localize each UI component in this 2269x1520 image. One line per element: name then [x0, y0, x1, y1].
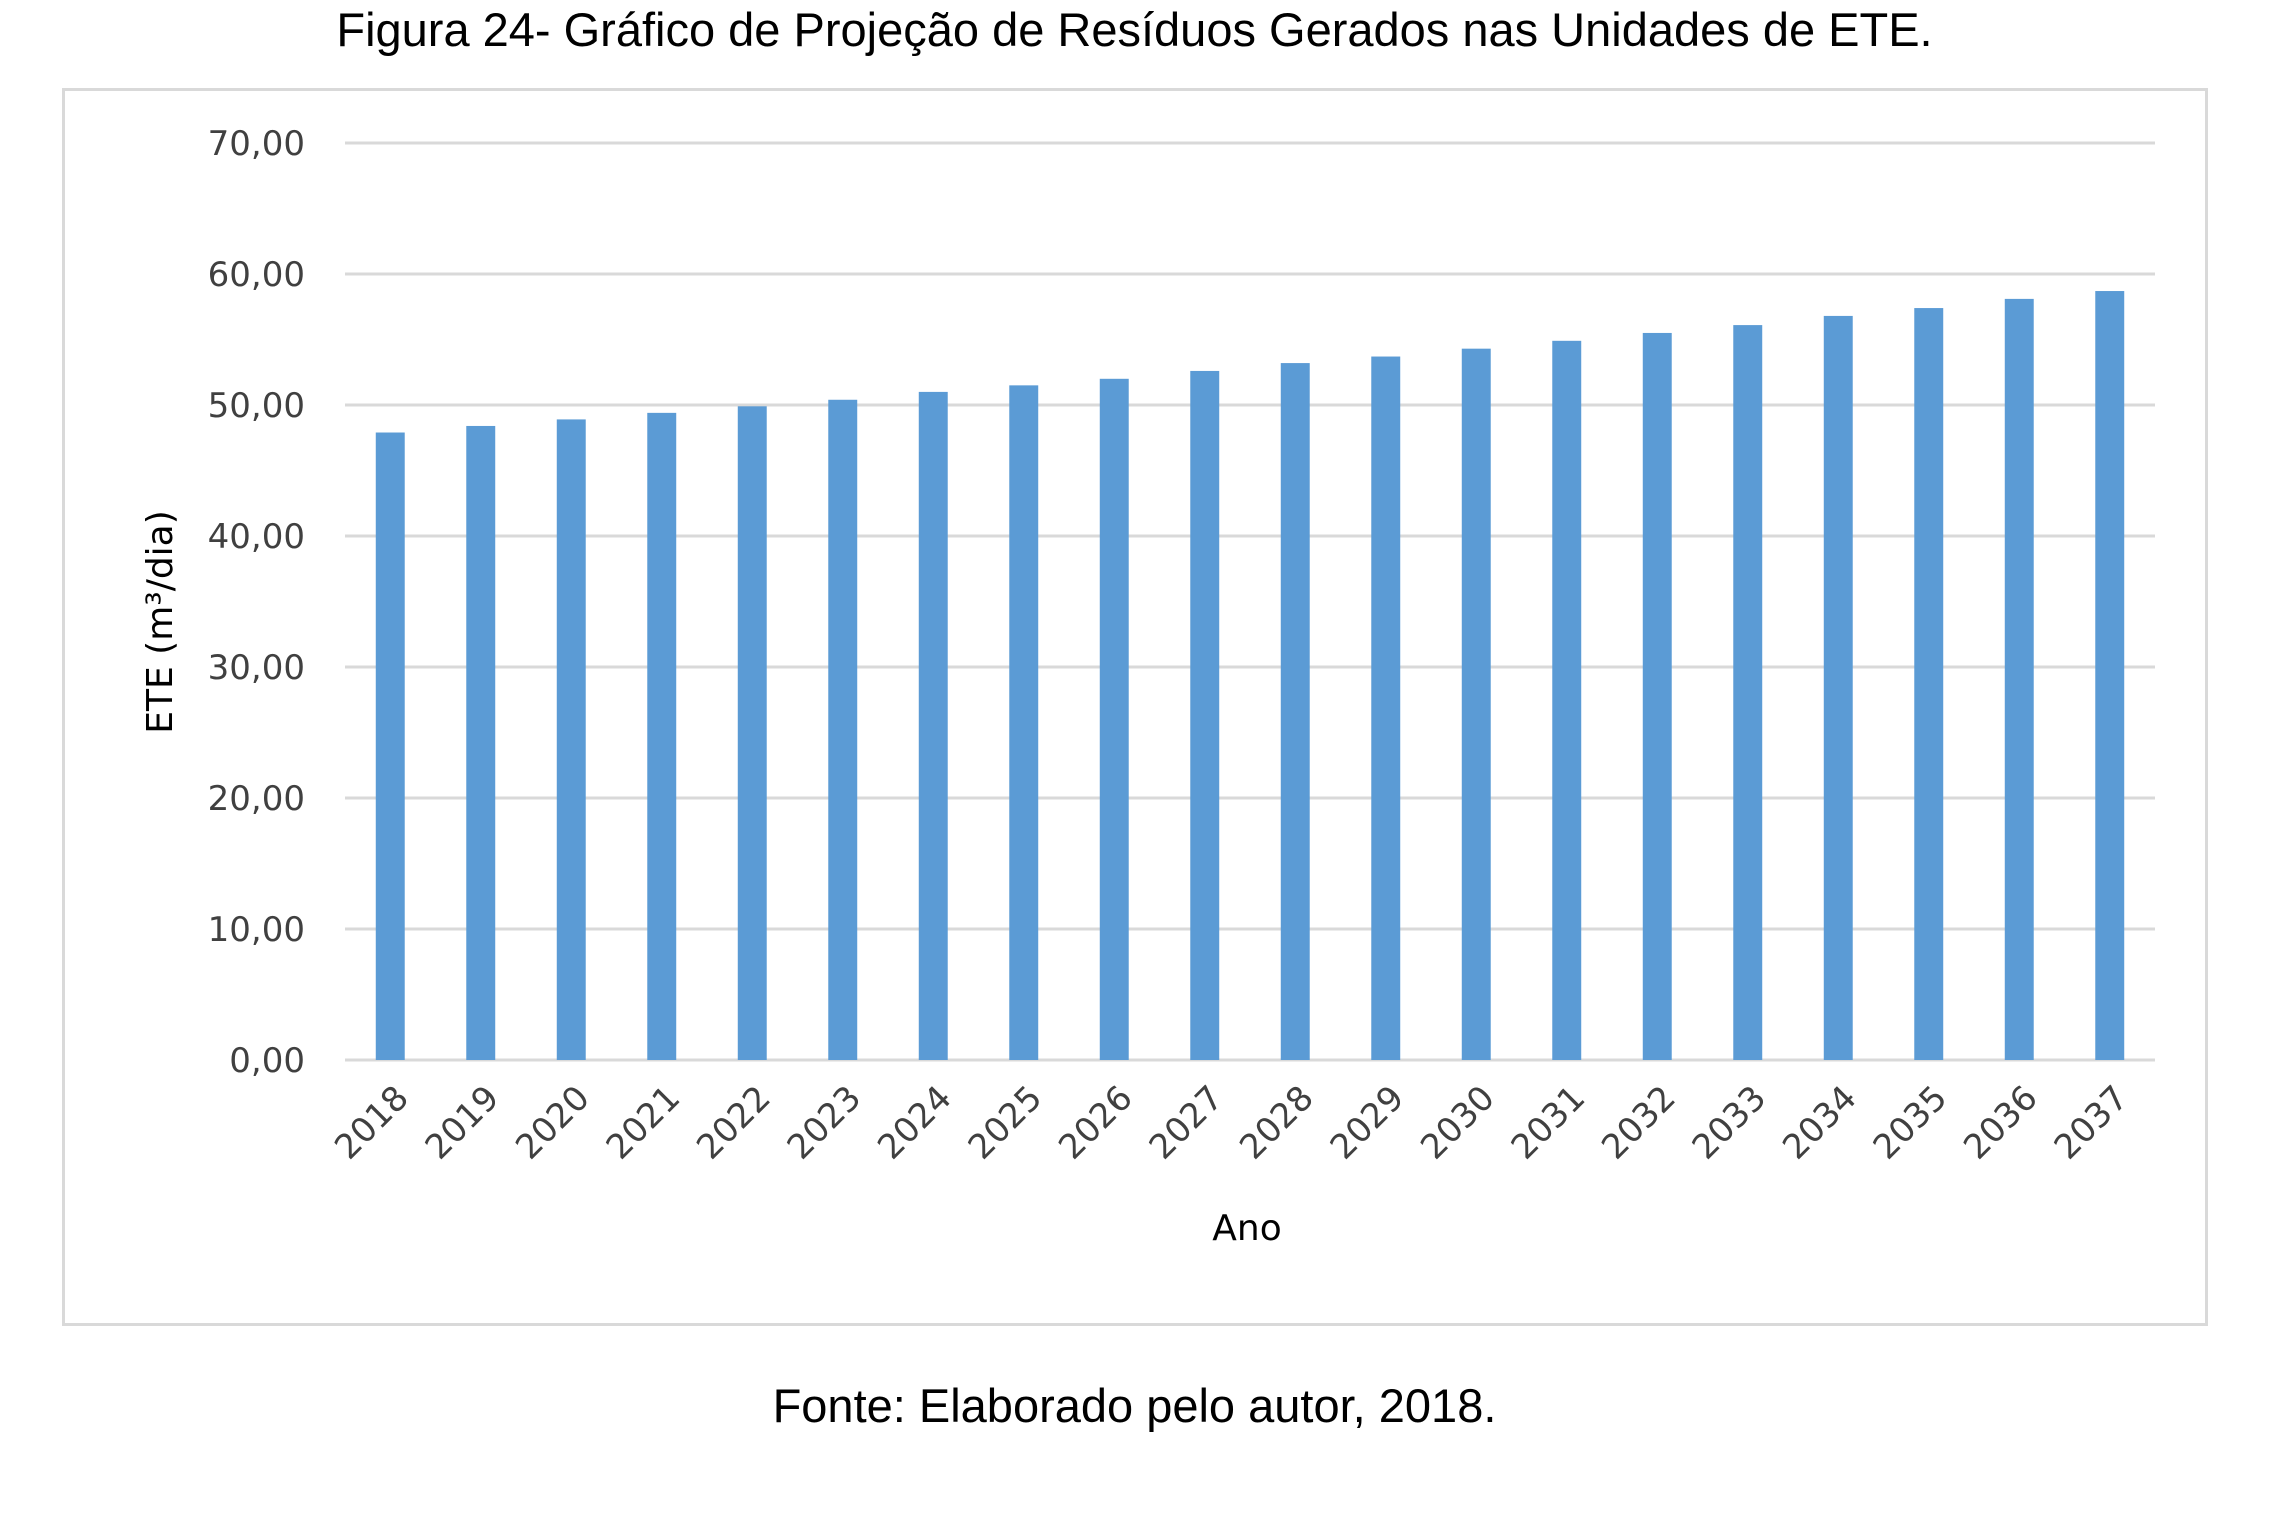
bars [375, 291, 2125, 1061]
y-tick-label: 20,00 [208, 779, 305, 819]
x-tick-label: 2020 [508, 1078, 597, 1167]
y-tick-label: 30,00 [208, 648, 305, 688]
x-tick-label: 2034 [1775, 1078, 1864, 1167]
x-tick-label: 2026 [1051, 1078, 1140, 1167]
bar-2018 [375, 432, 405, 1060]
y-tick-label: 60,00 [208, 255, 305, 295]
x-axis-title: Ano [1212, 1208, 1281, 1249]
bar-2033 [1733, 325, 1763, 1061]
bar-2028 [1280, 363, 1310, 1061]
x-tick-label: 2028 [1232, 1078, 1321, 1167]
x-tick-label: 2024 [870, 1078, 959, 1167]
bar-2023 [828, 399, 858, 1060]
bar-2022 [737, 406, 767, 1060]
y-tick-labels: 0,00 10,00 20,00 30,00 40,00 50,00 60,00 70,00 [208, 124, 305, 1081]
source-caption: Fonte: Elaborado pelo autor, 2018. [772, 1379, 1497, 1432]
x-tick-label: 2032 [1594, 1078, 1683, 1167]
x-tick-label: 2036 [1956, 1078, 2045, 1167]
bar-2037 [2095, 291, 2125, 1060]
x-tick-label: 2018 [327, 1078, 416, 1167]
x-tick-label: 2029 [1323, 1078, 1412, 1167]
bar-2029 [1371, 356, 1401, 1060]
bar-2027 [1190, 370, 1220, 1060]
x-tick-labels: 2018 2019 2020 2021 2022 2023 2024 2025 2026 2027… [327, 1078, 2136, 1167]
y-tick-label: 70,00 [208, 124, 305, 164]
bar-2035 [1914, 308, 1944, 1060]
y-tick-label: 50,00 [208, 386, 305, 426]
x-tick-label: 2022 [689, 1078, 778, 1167]
x-tick-label: 2021 [599, 1078, 688, 1167]
bar-2031 [1552, 340, 1582, 1060]
y-tick-label: 10,00 [208, 910, 305, 950]
x-tick-label: 2037 [2047, 1078, 2136, 1167]
y-axis-title: ETE (m³/dia) [140, 510, 181, 734]
x-tick-label: 2027 [1142, 1078, 1231, 1167]
bar-2034 [1823, 315, 1853, 1060]
bar-2021 [647, 412, 677, 1060]
bar-2030 [1461, 348, 1491, 1060]
bar-2019 [466, 425, 496, 1061]
bar-2026 [1099, 378, 1129, 1060]
x-tick-label: 2035 [1866, 1078, 1955, 1167]
x-tick-label: 2033 [1685, 1078, 1774, 1167]
gridlines [345, 141, 2155, 1062]
bar-2032 [1642, 332, 1672, 1060]
y-tick-label: 40,00 [208, 517, 305, 557]
x-tick-label: 2030 [1413, 1078, 1502, 1167]
x-tick-label: 2019 [418, 1078, 507, 1167]
bar-2020 [556, 419, 586, 1060]
bar-2036 [2004, 298, 2034, 1060]
x-tick-label: 2025 [961, 1078, 1050, 1167]
bar-2024 [918, 391, 948, 1060]
x-tick-label: 2031 [1504, 1078, 1593, 1167]
figure-caption: Figura 24- Gráfico de Projeção de Resídu… [336, 3, 1933, 56]
bar-2025 [1009, 385, 1039, 1061]
x-tick-label: 2023 [780, 1078, 869, 1167]
y-tick-label: 0,00 [229, 1041, 305, 1081]
